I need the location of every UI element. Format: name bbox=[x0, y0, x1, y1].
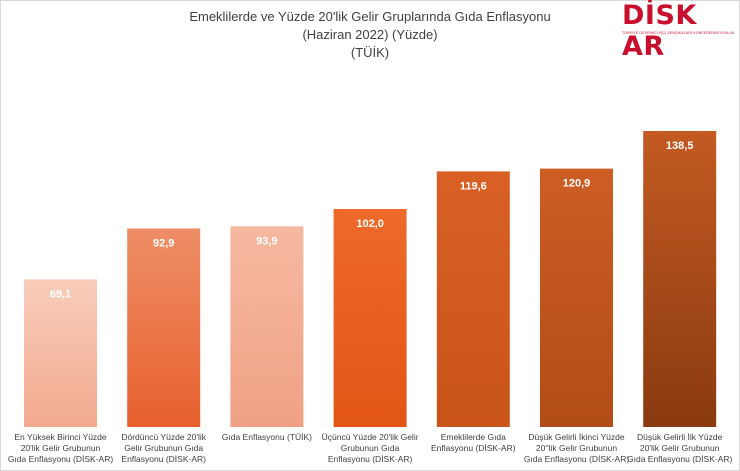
category-label-1: En Yüksek Birinci Yüzde 20'lik Gelir Grub… bbox=[5, 432, 117, 465]
bar-value-label-1: 69,1 bbox=[50, 288, 71, 300]
category-label-line: Emeklilerde Gıda bbox=[440, 432, 506, 442]
category-label-line: En Yüksek Birinci Yüzde bbox=[14, 432, 107, 442]
bar-6 bbox=[540, 168, 613, 427]
category-label-4: Üçüncü Yüzde 20'lik Gelir Grubunun Gıda En… bbox=[314, 432, 426, 465]
bar-value-label-2: 92,9 bbox=[153, 237, 174, 249]
category-label-line: 20''lik Gelir Grubunun bbox=[535, 443, 618, 453]
bar-value-label-6: 120,9 bbox=[563, 178, 591, 190]
title-line-1: Emeklilerde ve Yüzde 20'lik Gelir Grupla… bbox=[189, 9, 551, 24]
category-label-line: Gıda Enflasyonu (TÜİK) bbox=[221, 432, 312, 442]
bar-value-label-4: 102,0 bbox=[356, 218, 384, 230]
title-line-2: (Haziran 2022) (Yüzde) bbox=[302, 27, 438, 42]
category-label-line: Düşük Gelirli İlk Yüzde bbox=[637, 432, 723, 442]
bar-value-label-5: 119,6 bbox=[460, 180, 487, 192]
bar-5 bbox=[436, 171, 510, 427]
bar-3 bbox=[230, 226, 304, 427]
category-label-3: Gıda Enflasyonu (TÜİK) bbox=[211, 432, 323, 443]
chart-title: Emeklilerde ve Yüzde 20'lik Gelir Grupla… bbox=[120, 8, 620, 62]
logo-wordmark: DİSK AR bbox=[622, 0, 697, 62]
category-label-5: Emeklilerde Gıda Enflasyonu (DİSK-AR) bbox=[417, 432, 529, 454]
bar-1 bbox=[24, 279, 97, 427]
category-label-line: Enflasyonu (DİSK-AR) bbox=[431, 443, 516, 453]
category-label-line: Grubunun Gıda bbox=[340, 443, 400, 453]
category-label-line: Dördüncü Yüzde 20'lik bbox=[121, 432, 206, 442]
disk-ar-logo: DİSK AR TÜRKİYE DEVRİMCİ İŞÇİ SENDİKALAR… bbox=[618, 0, 736, 62]
title-line-3: (TÜİK) bbox=[350, 45, 390, 60]
category-label-2: Dördüncü Yüzde 20'lik Gelir Grubunun Gıda… bbox=[108, 432, 220, 465]
category-label-line: Gelir Grubunun Gıda bbox=[124, 443, 204, 453]
bar-4 bbox=[333, 209, 407, 427]
bar-7 bbox=[643, 131, 717, 427]
bar-value-label-7: 138,5 bbox=[666, 140, 694, 152]
category-label-7: Düşük Gelirli İlk Yüzde 20'lik Gelir Grub… bbox=[624, 432, 736, 465]
category-label-line: Düşük Gelirli İkinci Yüzde bbox=[528, 432, 625, 442]
category-label-line: Gıda Enflasyonu (DİSK-AR) bbox=[523, 454, 630, 464]
category-label-line: 20'lik Gelir Grubunun bbox=[20, 443, 101, 453]
category-label-line: Üçüncü Yüzde 20'lik Gelir bbox=[321, 432, 419, 442]
category-label-line: Gıda Enflasyonu (DİSK-AR) bbox=[7, 454, 114, 464]
bar-2 bbox=[127, 228, 201, 427]
bar-group: 69,1 92,9 93,9 102,0 119,6 120,9 138,5 bbox=[24, 131, 717, 427]
category-label-line: Gıda Enflasyonu (DİSK-AR) bbox=[627, 454, 733, 464]
category-label-6: Düşük Gelirli İkinci Yüzde 20''lik Gelir … bbox=[521, 432, 633, 465]
bar-value-label-3: 93,9 bbox=[256, 235, 277, 247]
category-label-line: Enflasyonu (DİSK-AR) bbox=[327, 454, 413, 464]
logo-tagline: TÜRKİYE DEVRİMCİ İŞÇİ SENDİKALARI KONFED… bbox=[622, 31, 734, 35]
category-label-line: Enflasyonu (DİSK-AR) bbox=[121, 454, 206, 464]
category-label-line: 20'lik Gelir Grubunun bbox=[639, 443, 720, 453]
